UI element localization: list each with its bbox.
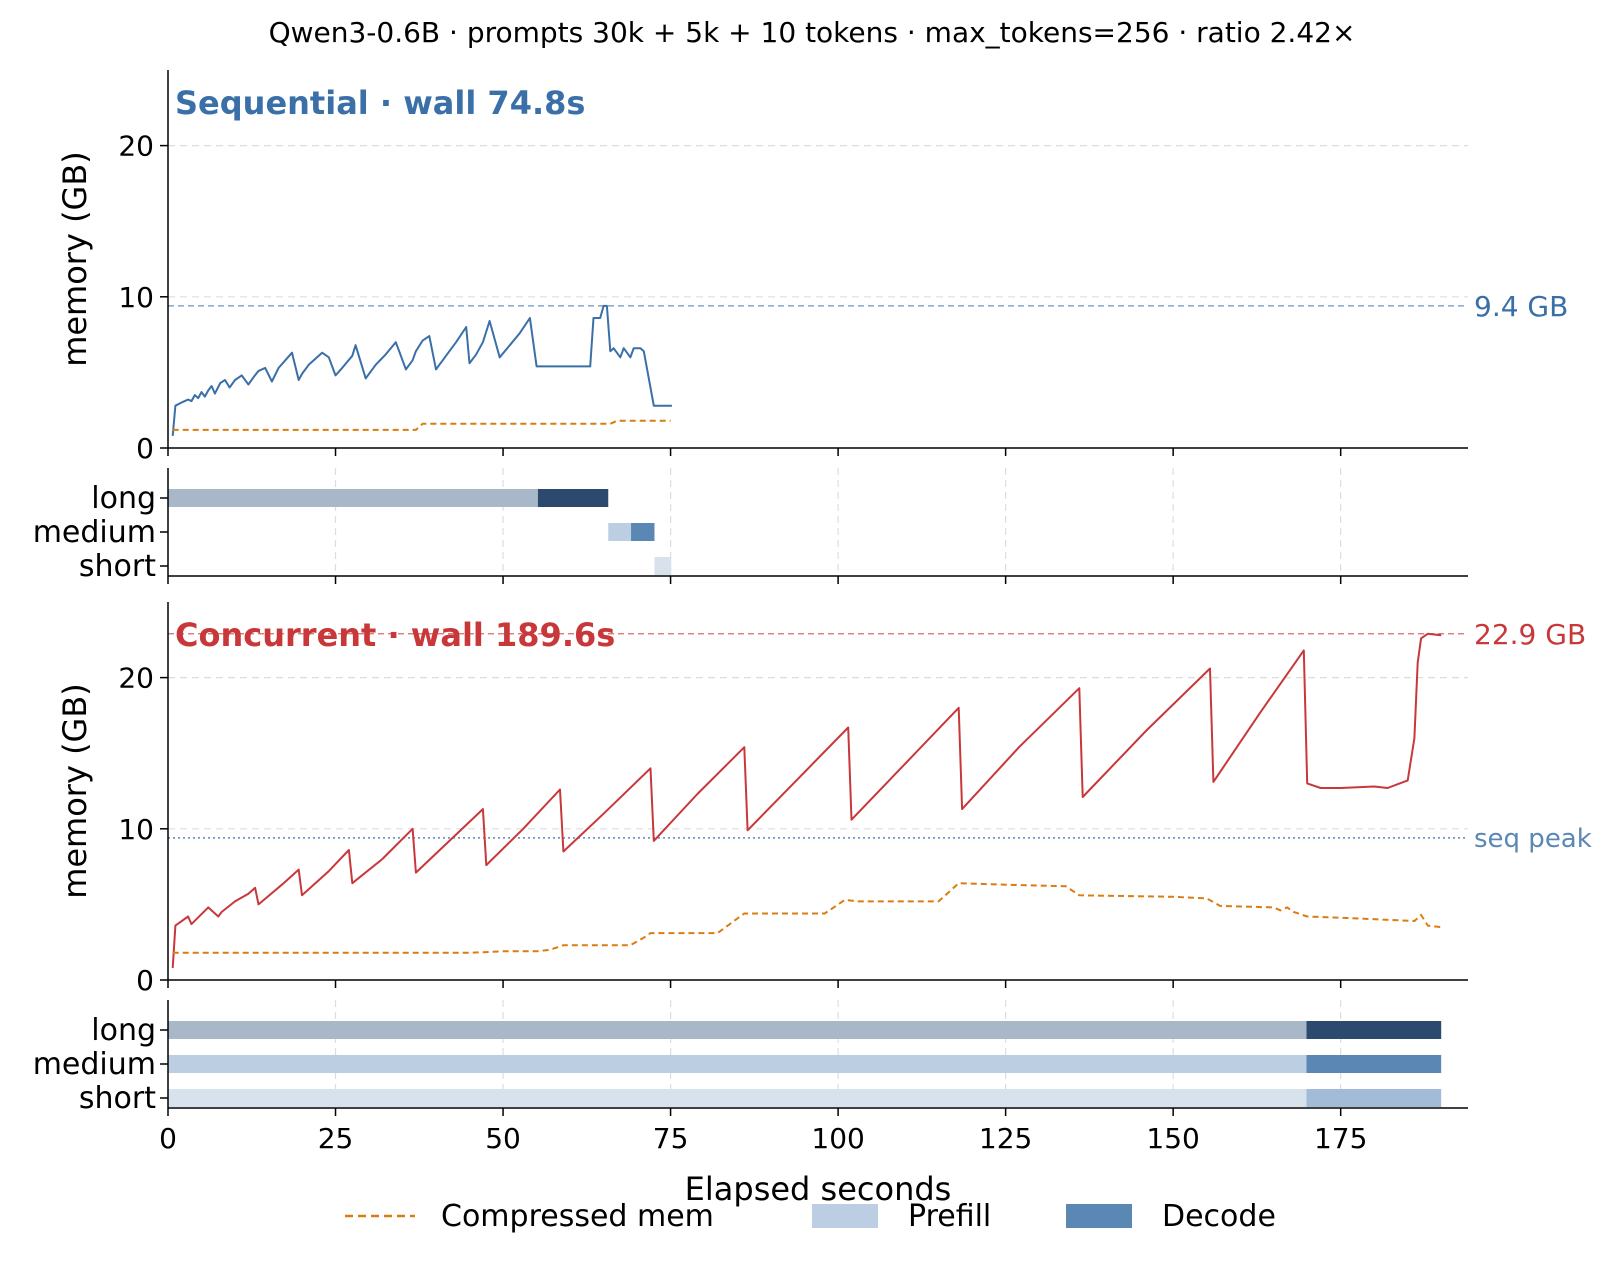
medium-decode-bar [1306, 1055, 1442, 1073]
short-prefill-bar [654, 557, 672, 575]
concurrent-memory-panel: seq peak 22.9 GB 0 10 20 memory (GB) Concurren… [56, 602, 1592, 997]
y-axis-label: memory (GB) [56, 683, 94, 899]
legend-label: Prefill [908, 1199, 991, 1234]
long-decode-bar [537, 489, 609, 507]
legend-label: Compressed mem [441, 1199, 714, 1234]
figure-title: Qwen3-0.6B · prompts 30k + 5k + 10 token… [269, 16, 1356, 49]
memory-line [171, 304, 672, 436]
long-prefill-bar [168, 489, 538, 507]
row-label-long: long [91, 1013, 156, 1048]
short-prefill-bar [168, 1089, 1307, 1107]
x-tick-label: 75 [653, 1122, 689, 1155]
y-axis-label: memory (GB) [56, 151, 94, 367]
long-decode-bar [1306, 1021, 1442, 1039]
x-tick-label: 150 [1146, 1122, 1199, 1155]
peak-label: 9.4 GB [1474, 290, 1568, 323]
long-prefill-bar [168, 1021, 1307, 1039]
peak-label: 22.9 GB [1474, 618, 1586, 651]
row-label-long: long [91, 481, 156, 516]
legend-label: Decode [1162, 1199, 1276, 1234]
x-tick-label: 0 [159, 1122, 177, 1155]
x-tick-label: 175 [1314, 1122, 1367, 1155]
row-label-medium: medium [33, 1047, 156, 1082]
legend-prefill-swatch [812, 1204, 878, 1228]
sequential-memory-panel: 9.4 GB 0 10 20 memory (GB) Sequential · wall … [56, 70, 1568, 465]
memory-line [171, 632, 1442, 968]
x-tick-label: 125 [979, 1122, 1032, 1155]
x-axis-label: Elapsed seconds [685, 1170, 952, 1208]
x-tick-label: 25 [318, 1122, 354, 1155]
medium-decode-bar [631, 523, 655, 541]
y-tick-label: 0 [136, 964, 154, 997]
y-tick-label: 20 [118, 130, 154, 163]
medium-prefill-bar [168, 1055, 1307, 1073]
panel-title: Sequential · wall 74.8s [175, 84, 585, 122]
panel-title: Concurrent · wall 189.6s [175, 616, 615, 654]
y-tick-label: 0 [136, 432, 154, 465]
x-tick-label: 50 [485, 1122, 521, 1155]
compressed-memory-line [172, 419, 671, 431]
legend: Compressed mem Prefill Decode [345, 1199, 1276, 1234]
row-label-short: short [79, 1081, 156, 1116]
x-tick-label: 100 [811, 1122, 864, 1155]
medium-prefill-bar [608, 523, 632, 541]
row-label-medium: medium [33, 515, 156, 550]
y-tick-label: 20 [118, 662, 154, 695]
y-tick-label: 10 [118, 281, 154, 314]
row-label-short: short [79, 549, 156, 584]
legend-decode-swatch [1066, 1204, 1132, 1228]
compressed-memory-line [172, 882, 1442, 954]
seq-peak-label: seq peak [1474, 824, 1592, 854]
short-decode-bar [1306, 1089, 1442, 1107]
y-tick-label: 10 [118, 813, 154, 846]
